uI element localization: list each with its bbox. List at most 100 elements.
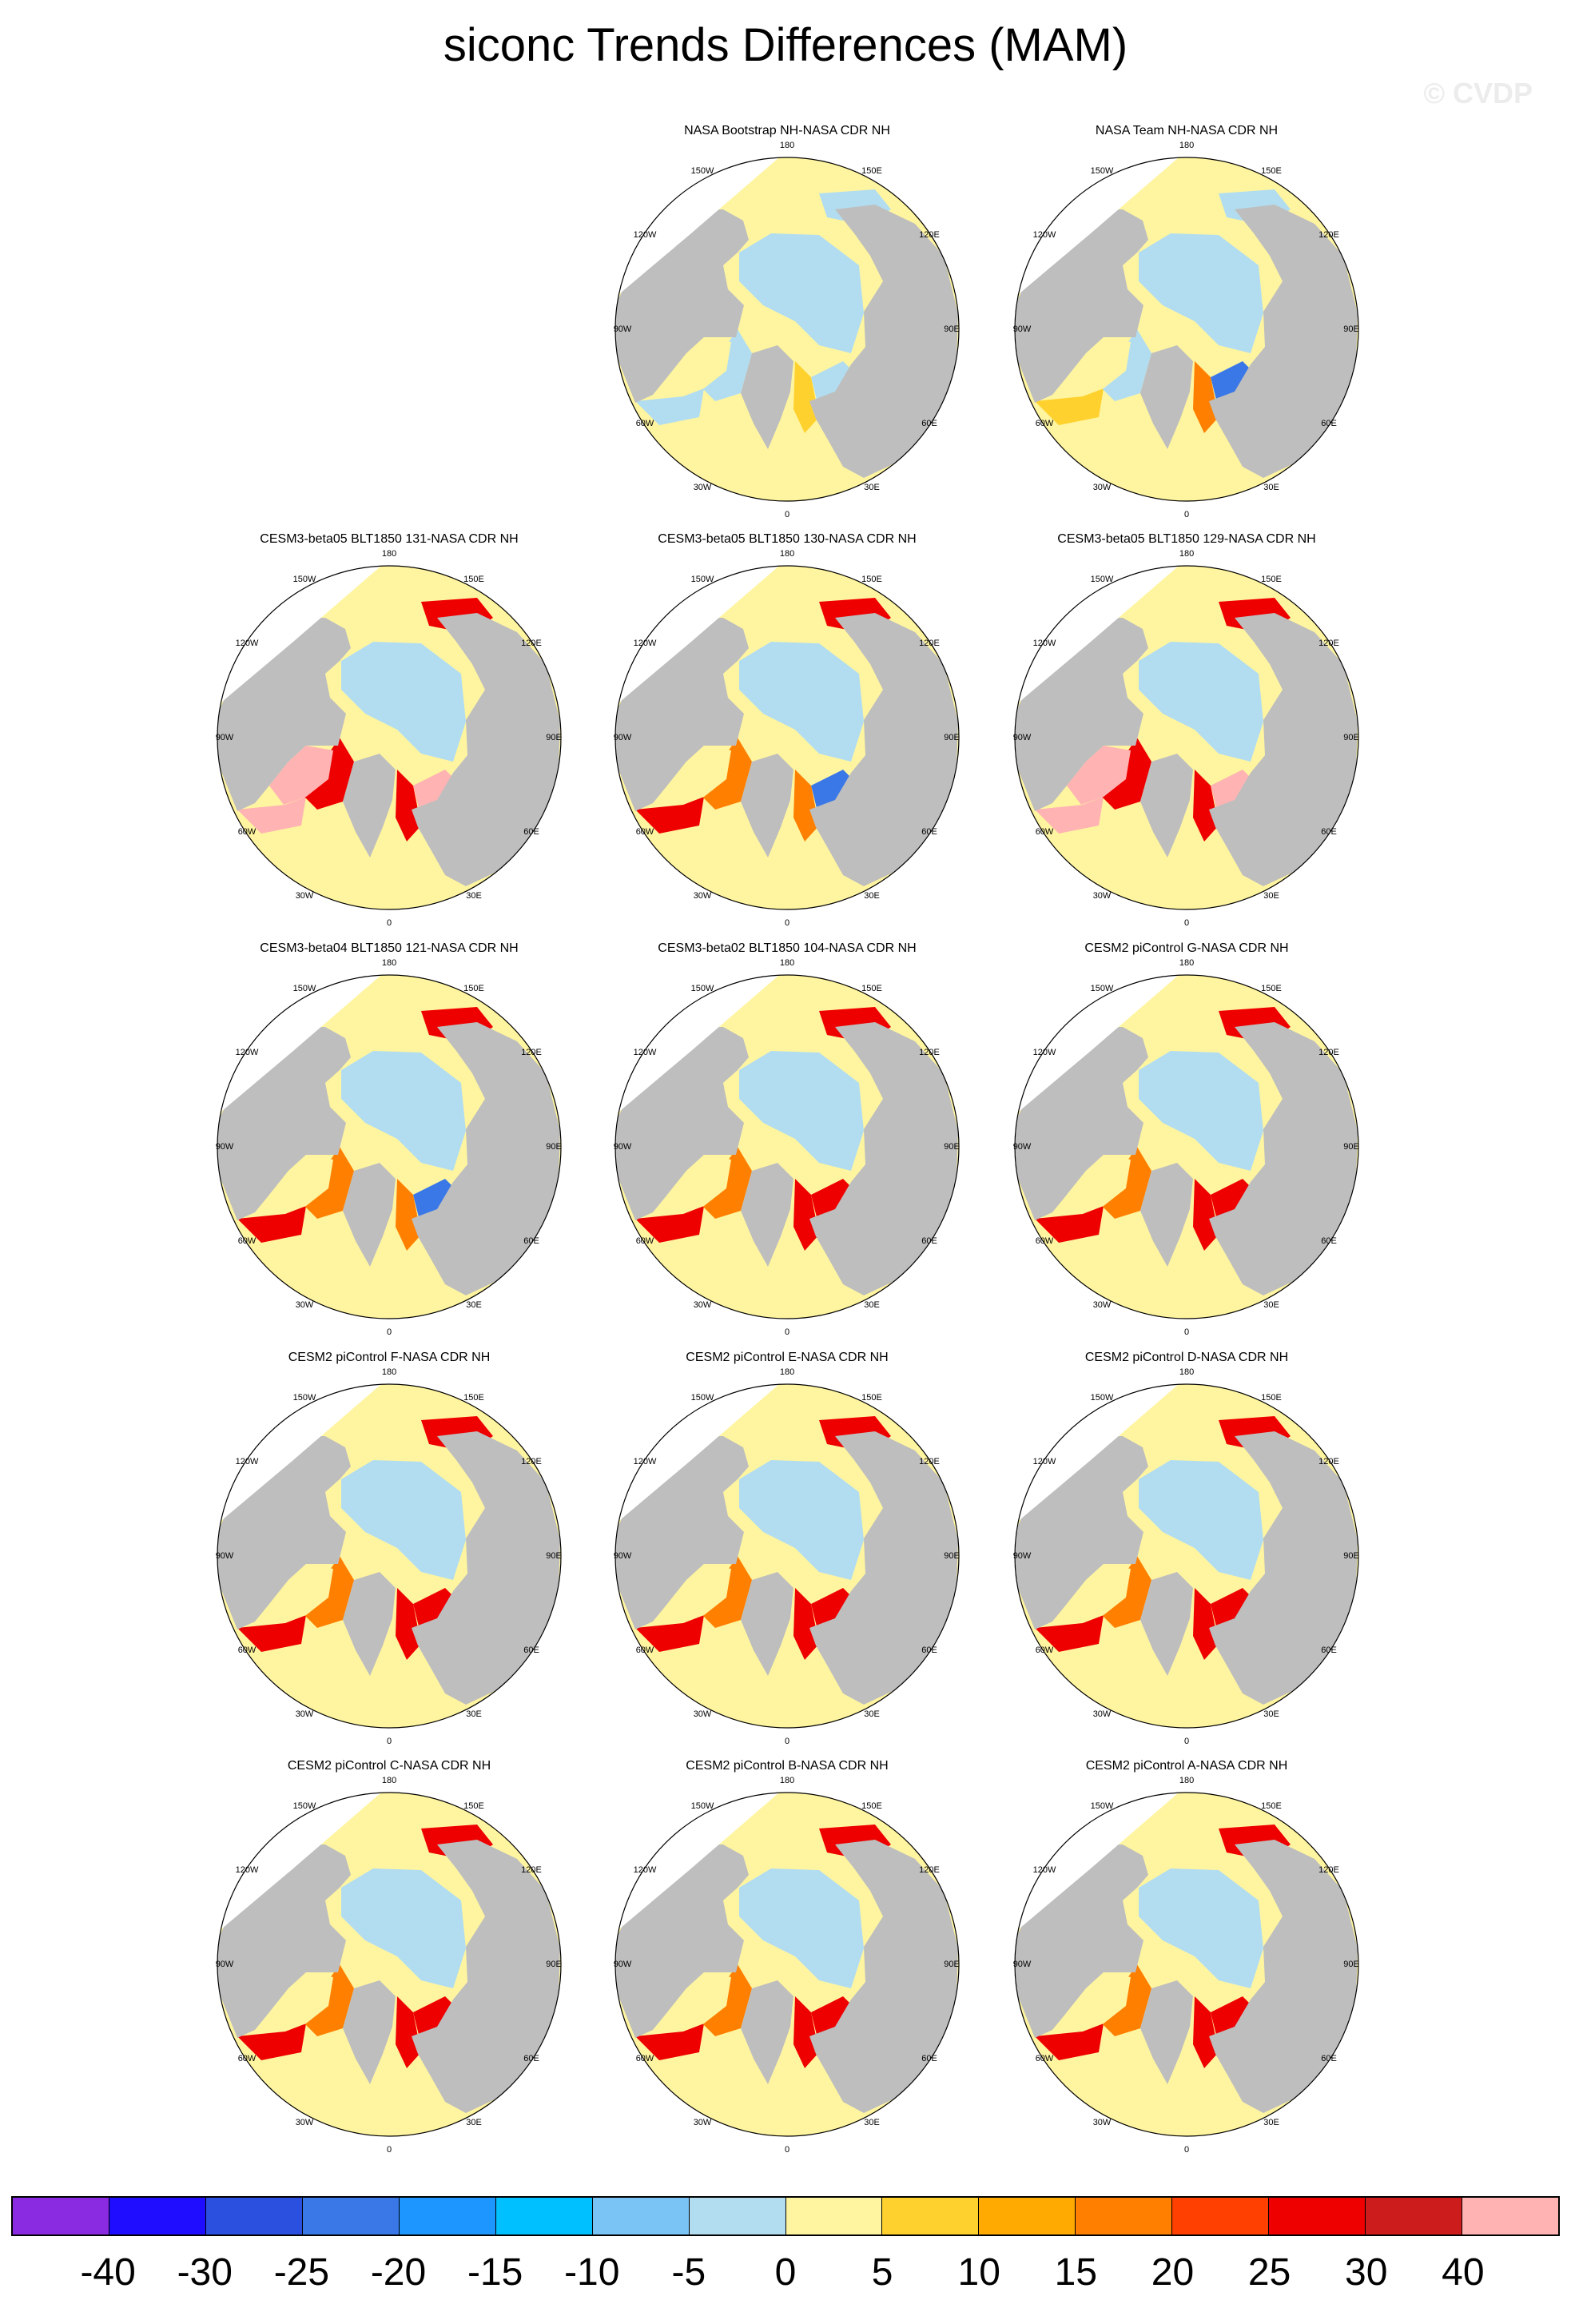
arctic-ice-region xyxy=(1139,1051,1263,1171)
polar-map-panel: 180 150E 120E 90E 60E 30E 0 30W 60W 90W 120W 150W xyxy=(614,1776,960,2155)
map-border xyxy=(614,974,960,1319)
greenlandSea-region xyxy=(396,1179,421,1251)
longitude-label: 30E xyxy=(1263,891,1279,901)
longitude-label: 150E xyxy=(463,1801,484,1811)
arctic-ice-region xyxy=(1139,233,1263,353)
longitude-label: 150E xyxy=(463,984,484,993)
labrador-region xyxy=(635,388,704,425)
greenlandSea-region xyxy=(1193,770,1219,842)
longitude-label: 30W xyxy=(1093,2118,1112,2127)
land-eurasia xyxy=(809,613,958,886)
longitude-label: 150E xyxy=(861,1801,882,1811)
longitude-label: 120W xyxy=(634,639,657,648)
figure-title: siconc Trends Differences (MAM) xyxy=(443,19,1128,71)
longitude-label: 150E xyxy=(861,984,882,993)
colorbar-swatch xyxy=(1462,2198,1558,2234)
land-greenland xyxy=(1140,1163,1193,1267)
hudson-bay-region xyxy=(269,746,333,805)
longitude-label: 90E xyxy=(1343,1551,1359,1561)
land-greenland xyxy=(741,754,793,858)
longitude-label: 120E xyxy=(919,230,940,240)
map-content xyxy=(1015,1793,1358,2136)
land-scandinavia xyxy=(845,2060,878,2102)
longitude-label: 60W xyxy=(238,1646,257,1655)
longitude-label: 90W xyxy=(1013,1142,1032,1152)
greenlandSea-region xyxy=(396,1588,421,1660)
longitude-label: 90W xyxy=(614,1142,632,1152)
arctic-ice-region xyxy=(341,642,466,762)
longitude-label: 120W xyxy=(236,1865,259,1875)
arctic-ice-region xyxy=(341,1460,466,1580)
colorbar-tick-label: 30 xyxy=(1345,2251,1388,2294)
longitude-label: 90W xyxy=(614,324,632,334)
greenlandSea-region xyxy=(1193,361,1219,433)
hudson-bay-region xyxy=(667,1564,731,1623)
colorbar-tick-label: -15 xyxy=(467,2251,523,2294)
polar-map-panel: 180 150E 120E 90E 60E 30E 0 30W 60W 90W 120W 150W xyxy=(1013,1367,1359,1746)
longitude-label: 150W xyxy=(1091,1801,1114,1811)
longitude-label: 60W xyxy=(636,2054,654,2063)
longitude-label: 150W xyxy=(293,984,316,993)
colorbar-swatch xyxy=(302,2198,400,2234)
longitude-label: 150E xyxy=(463,575,484,584)
hudson-bay-region xyxy=(667,746,731,805)
longitude-label: 60E xyxy=(523,1236,539,1246)
longitude-label: 120E xyxy=(521,1457,542,1466)
longitude-label: 90E xyxy=(944,733,960,742)
map-content xyxy=(615,1793,959,2136)
longitude-label: 90E xyxy=(944,1142,960,1152)
longitude-label: 60W xyxy=(636,1646,654,1655)
panel-title: CESM2 piControl D-NASA CDR NH xyxy=(1084,1351,1289,1364)
panel-title: CESM2 piControl B-NASA CDR NH xyxy=(686,1759,889,1773)
colorbar-swatch xyxy=(689,2198,786,2234)
longitude-label: 150E xyxy=(861,166,882,176)
labrador-region xyxy=(237,2024,306,2060)
longitude-label: 120W xyxy=(634,1865,657,1875)
hudson-bay-region xyxy=(1067,1155,1131,1214)
greenlandSea-region xyxy=(793,770,819,842)
land-scandinavia xyxy=(447,2060,480,2102)
land-greenland xyxy=(1140,1572,1193,1676)
longitude-label: 60W xyxy=(636,827,654,837)
map-border xyxy=(1014,1383,1359,1729)
longitude-label: 30W xyxy=(296,1709,314,1719)
longitude-label: 30E xyxy=(1263,2118,1279,2127)
colorbar-swatch xyxy=(1366,2198,1463,2234)
longitude-label: 30W xyxy=(1093,483,1112,492)
longitude-label: 120W xyxy=(634,1048,657,1057)
land-scandinavia xyxy=(1244,425,1278,467)
longitude-label: 120E xyxy=(1318,1048,1339,1057)
longitude-label: 180 xyxy=(382,1776,396,1785)
labrador-region xyxy=(237,1615,306,1652)
polar-map-panel: 180 150E 120E 90E 60E 30E 0 30W 60W 90W 120W 150W xyxy=(614,1367,960,1746)
longitude-label: 120E xyxy=(521,639,542,648)
longitude-label: 0 xyxy=(1184,1737,1189,1746)
longitude-label: 0 xyxy=(1184,2145,1189,2155)
longitude-label: 90E xyxy=(1343,733,1359,742)
land-eurasia xyxy=(412,613,560,886)
longitude-label: 60W xyxy=(238,2054,257,2063)
longitude-label: 120E xyxy=(919,1457,940,1466)
hudson-bay-region xyxy=(269,1564,333,1623)
map-border xyxy=(614,1383,960,1729)
longitude-label: 90W xyxy=(614,1960,632,1969)
longitude-label: 150E xyxy=(1261,1801,1282,1811)
map-border xyxy=(1014,974,1359,1319)
panel-title: CESM3-beta02 BLT1850 104-NASA CDR NH xyxy=(658,941,917,955)
longitude-label: 90E xyxy=(944,1960,960,1969)
longitude-label: 60E xyxy=(921,1236,937,1246)
map-content xyxy=(217,1793,561,2136)
land-greenland xyxy=(741,1572,793,1676)
longitude-label: 60W xyxy=(238,1236,257,1246)
land-scandinavia xyxy=(845,425,878,467)
land-scandinavia xyxy=(845,1243,878,1284)
arctic-ice-region xyxy=(739,642,864,762)
colorbar-tick-label: 20 xyxy=(1151,2251,1195,2294)
longitude-label: 30E xyxy=(864,1709,880,1719)
greenlandSea-region xyxy=(1193,1996,1219,2068)
longitude-label: 150W xyxy=(1091,1393,1114,1403)
arctic-ice-region xyxy=(1139,1460,1263,1580)
longitude-label: 30W xyxy=(1093,1300,1112,1310)
longitude-label: 90E xyxy=(944,324,960,334)
greenlandSea-region xyxy=(793,361,819,433)
